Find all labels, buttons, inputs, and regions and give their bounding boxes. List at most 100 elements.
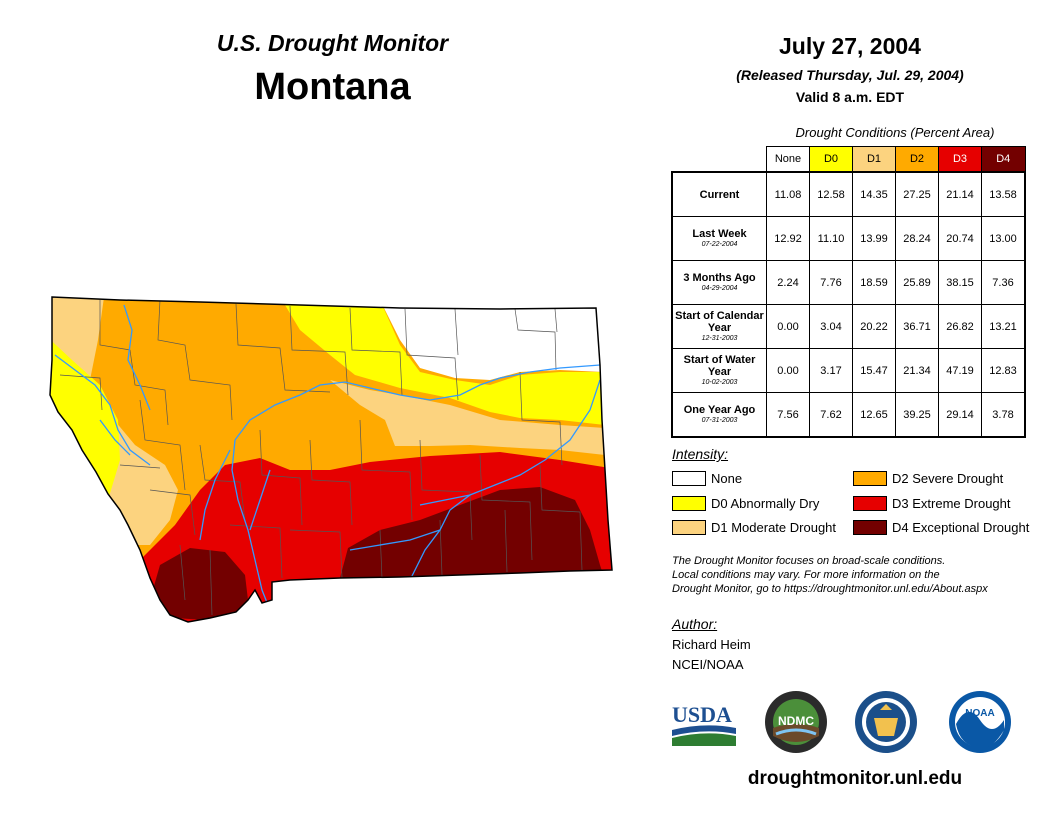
website-link[interactable]: droughtmonitor.unl.edu	[747, 768, 963, 789]
author-label: Author:	[672, 616, 718, 632]
col-header-d4: D4	[981, 146, 1026, 173]
ndmc-logo-text: NDMC	[778, 714, 814, 728]
cell: 11.10	[809, 216, 853, 261]
table-row-3-months-ago: 3 Months Ago 04-29-2004 2.24 7.76 18.59 2…	[671, 260, 1026, 305]
cell: 26.82	[938, 304, 982, 349]
cell: 36.71	[895, 304, 939, 349]
row-date: 04-29-2004	[701, 284, 738, 292]
row-date: 07-22-2004	[701, 240, 738, 248]
row-label-text: Start of Calendar Year	[675, 309, 764, 334]
d4-region-south	[340, 487, 605, 585]
cell: 14.35	[852, 171, 896, 217]
legend-label: D2 Severe Drought	[892, 471, 1004, 486]
cell: 20.22	[852, 304, 896, 349]
row-label: Start of Calendar Year 12-31-2003	[671, 304, 767, 349]
cell: 3.17	[809, 348, 853, 393]
cell: 0.00	[766, 348, 810, 393]
usda-logo: USDA	[670, 700, 740, 750]
legend-item-d0: D0 Abnormally Dry	[672, 496, 819, 511]
table-row-last-week: Last Week 07-22-2004 12.92 11.10 13.99 28…	[671, 216, 1026, 261]
cell: 7.36	[981, 260, 1026, 305]
cell: 11.08	[766, 171, 810, 217]
table-header-row: None D0 D1 D2 D3 D4	[672, 146, 1026, 173]
legend-item-d4: D4 Exceptional Drought	[853, 520, 1029, 535]
cell: 13.00	[981, 216, 1026, 261]
legend-item-d3: D3 Extreme Drought	[853, 496, 1011, 511]
legend-swatch	[853, 496, 887, 511]
state-outline	[49, 296, 613, 623]
legend-label: D3 Extreme Drought	[892, 496, 1011, 511]
row-label-text: Current	[699, 188, 740, 201]
cell: 21.34	[895, 348, 939, 393]
map-title: U.S. Drought Monitor	[216, 30, 449, 56]
note-line[interactable]: Drought Monitor, go to https://droughtmo…	[672, 583, 988, 595]
legend-swatch	[853, 471, 887, 486]
ndmc-logo: NDMC	[764, 690, 828, 754]
legend-item-d1: D1 Moderate Drought	[672, 520, 836, 535]
legend-item-d2: D2 Severe Drought	[853, 471, 1003, 486]
montana-drought-map	[49, 296, 613, 623]
row-label: 3 Months Ago 04-29-2004	[671, 260, 767, 305]
table-row-one-year-ago: One Year Ago 07-31-2003 7.56 7.62 12.65 3…	[671, 392, 1026, 438]
commerce-seal-logo	[854, 690, 918, 754]
release-date: (Released Thursday, Jul. 29, 2004)	[736, 67, 964, 83]
county-lines	[59, 299, 583, 616]
noaa-logo-text: NOAA	[965, 708, 994, 719]
legend-swatch	[853, 520, 887, 535]
cell: 38.15	[938, 260, 982, 305]
disclaimer-note: The Drought Monitor focuses on broad-sca…	[672, 554, 1047, 596]
cell: 21.14	[938, 171, 982, 217]
usda-logo-text: USDA	[672, 702, 732, 727]
drought-conditions-table: None D0 D1 D2 D3 D4 Current 11.08 12.58 …	[671, 146, 1026, 438]
cell: 7.56	[766, 392, 810, 438]
legend-swatch	[672, 520, 706, 535]
noaa-logo: NOAA	[948, 690, 1012, 754]
cell: 0.00	[766, 304, 810, 349]
col-header-d0: D0	[809, 146, 853, 173]
header-spacer	[672, 147, 767, 173]
note-line: The Drought Monitor focuses on broad-sca…	[672, 555, 946, 567]
cell: 39.25	[895, 392, 939, 438]
cell: 28.24	[895, 216, 939, 261]
note-line: Local conditions may vary. For more info…	[672, 569, 940, 581]
table-row-start-calendar-year: Start of Calendar Year 12-31-2003 0.00 3.…	[671, 304, 1026, 349]
cell: 7.76	[809, 260, 853, 305]
legend-label: D4 Exceptional Drought	[892, 520, 1030, 535]
cell: 3.78	[981, 392, 1026, 438]
legend-label: None	[711, 471, 743, 486]
row-label-text: 3 Months Ago	[683, 271, 756, 284]
cell: 12.83	[981, 348, 1026, 393]
col-header-d1: D1	[852, 146, 896, 173]
valid-time: Valid 8 a.m. EDT	[795, 89, 905, 105]
map-date: July 27, 2004	[779, 33, 921, 59]
rivers	[54, 304, 601, 606]
row-label: One Year Ago 07-31-2003	[671, 392, 767, 438]
cell: 12.92	[766, 216, 810, 261]
row-date: 10-02-2003	[701, 378, 738, 386]
cell: 15.47	[852, 348, 896, 393]
cell: 7.62	[809, 392, 853, 438]
cell: 13.58	[981, 171, 1026, 217]
row-label: Last Week 07-22-2004	[671, 216, 767, 261]
cell: 12.58	[809, 171, 853, 217]
legend-item-none: None	[672, 471, 742, 486]
cell: 13.99	[852, 216, 896, 261]
legend-swatch	[672, 471, 706, 486]
cell: 12.65	[852, 392, 896, 438]
row-label: Current	[671, 171, 767, 217]
cell: 25.89	[895, 260, 939, 305]
legend-title: Intensity:	[672, 446, 729, 462]
row-date: 07-31-2003	[701, 416, 738, 424]
cell: 47.19	[938, 348, 982, 393]
row-date: 12-31-2003	[701, 334, 738, 342]
col-header-none: None	[766, 146, 810, 173]
cell: 20.74	[938, 216, 982, 261]
col-header-d2: D2	[895, 146, 939, 173]
state-name: Montana	[254, 66, 411, 108]
legend-label: D1 Moderate Drought	[711, 520, 837, 535]
d0-region-north	[282, 300, 605, 425]
col-header-d3: D3	[938, 146, 982, 173]
row-label-text: Start of Water Year	[683, 353, 756, 378]
none-region	[380, 300, 605, 380]
cell: 18.59	[852, 260, 896, 305]
